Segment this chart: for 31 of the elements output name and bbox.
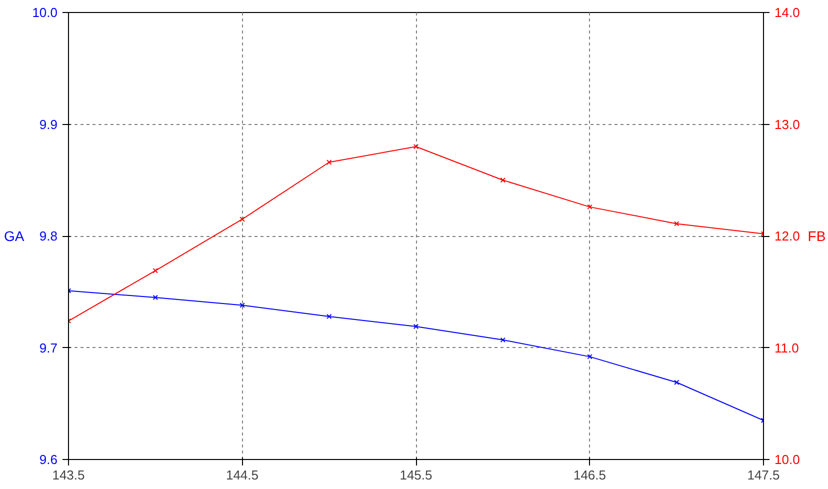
y2-tick-label: 14.0	[774, 5, 800, 20]
y-tick-label: 9.7	[39, 340, 58, 356]
point	[413, 144, 419, 150]
y-axis-title: GA	[4, 228, 25, 244]
point	[587, 204, 592, 210]
point	[674, 380, 680, 386]
y2-tick-label: 10.0	[774, 452, 800, 467]
point	[413, 324, 419, 330]
y-tick-label: 9.8	[39, 228, 58, 244]
y2-tick-label: 13.0	[774, 116, 800, 132]
x-tick-label: 147.5	[747, 468, 780, 482]
point	[674, 221, 680, 226]
x-tick-label: 143.5	[52, 468, 85, 482]
point	[587, 354, 592, 360]
point	[240, 216, 245, 222]
y-tick-label: 9.9	[39, 116, 58, 132]
point	[152, 268, 158, 274]
y2-axis-title: FB	[808, 228, 826, 244]
point	[152, 294, 158, 300]
y2-tick-label: 11.0	[774, 340, 799, 356]
point	[326, 160, 332, 165]
x-tick-label: 145.5	[400, 468, 432, 482]
x-tick-label: 144.5	[226, 468, 259, 482]
point	[240, 302, 245, 308]
y2-tick-label: 12.0	[774, 228, 800, 244]
point	[500, 178, 506, 183]
y-tick-label: 9.6	[39, 452, 58, 467]
point	[326, 314, 332, 320]
y-tick-label: 10.0	[32, 5, 58, 20]
point	[500, 337, 506, 343]
x-tick-label: 146.5	[573, 468, 606, 482]
